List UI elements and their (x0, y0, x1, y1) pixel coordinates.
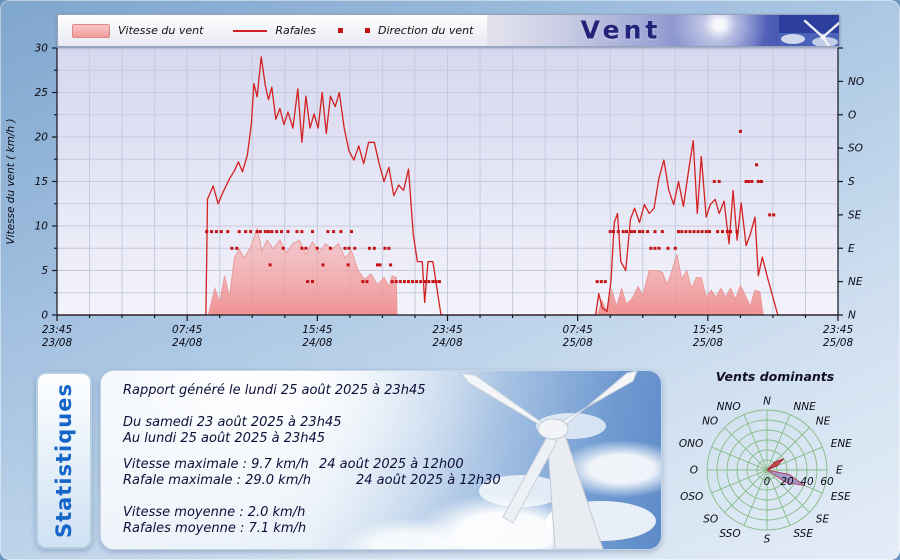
svg-text:20: 20 (35, 132, 49, 144)
svg-text:23:45: 23:45 (823, 324, 854, 336)
period-to-line: Au lundi 25 août 2025 à 23h45 (123, 431, 326, 446)
svg-text:0: 0 (764, 476, 771, 488)
svg-text:SSO: SSO (719, 528, 740, 540)
svg-text:NE: NE (848, 276, 863, 288)
gust-line (57, 56, 838, 316)
axis-labels: 05101520253023:4523/0807:4524/0815:4524/… (5, 43, 864, 350)
svg-text:SE: SE (848, 209, 862, 221)
svg-text:SE: SE (816, 513, 830, 525)
statistics-text: Rapport généré le lundi 25 août 2025 à 2… (101, 371, 661, 549)
svg-text:SO: SO (703, 513, 718, 525)
max-gust-date: 24 août 2025 à 12h30 (356, 473, 501, 488)
legend-label-rafales: Rafales (275, 24, 316, 37)
legend-item-rafales: Rafales (233, 24, 343, 37)
page-title: Vent (580, 14, 662, 44)
svg-text:60: 60 (820, 476, 834, 488)
svg-text:E: E (848, 243, 855, 255)
svg-text:24/08: 24/08 (172, 337, 203, 349)
svg-text:23:45: 23:45 (432, 324, 463, 336)
legend-item-vitesse: Vitesse du vent (72, 23, 204, 38)
svg-text:40: 40 (800, 476, 814, 488)
svg-text:NNO: NNO (717, 401, 741, 413)
axes (52, 47, 843, 321)
svg-text:15: 15 (35, 176, 49, 188)
rose-lobes (766, 458, 806, 487)
mean-speed-label: Vitesse moyenne : 2.0 km/h (123, 505, 306, 520)
gust-marker-icon (337, 28, 343, 33)
svg-text:24/08: 24/08 (432, 337, 463, 349)
svg-text:25: 25 (35, 87, 49, 99)
svg-text:E: E (836, 465, 843, 477)
svg-text:24/08: 24/08 (302, 337, 333, 349)
svg-text:N: N (763, 396, 771, 408)
max-speed-label: Vitesse maximale : 9.7 km/h (123, 457, 309, 472)
svg-text:O: O (848, 109, 856, 121)
svg-text:10: 10 (35, 221, 49, 233)
svg-text:NE: NE (816, 416, 831, 428)
legend-label-vitesse: Vitesse du vent (118, 24, 204, 37)
svg-text:ENE: ENE (831, 438, 852, 450)
svg-text:15:45: 15:45 (693, 324, 724, 336)
statistics-label-box: Statistiques (36, 372, 92, 549)
banner-turbine-photo-icon (779, 15, 839, 46)
svg-text:SO: SO (848, 143, 863, 155)
svg-text:23/08: 23/08 (42, 337, 73, 349)
wind-speed-swatch-icon (72, 23, 110, 38)
legend-label-direction: Direction du vent (377, 24, 474, 37)
wind-turbine-illustration (459, 371, 656, 549)
svg-text:0: 0 (41, 310, 48, 322)
svg-text:NNE: NNE (793, 401, 816, 413)
svg-text:25/08: 25/08 (563, 337, 594, 349)
wind-chart: 05101520253023:4523/0807:4524/0815:4524/… (5, 43, 864, 350)
svg-text:25/08: 25/08 (823, 337, 854, 349)
svg-text:S: S (764, 534, 771, 546)
wind-rose-title: Vents dominants (715, 369, 835, 384)
statistics-panel: Rapport généré le lundi 25 août 2025 à 2… (100, 370, 662, 550)
svg-text:5: 5 (41, 265, 48, 277)
svg-text:OSO: OSO (680, 491, 703, 503)
report-generated-line: Rapport généré le lundi 25 août 2025 à 2… (123, 383, 426, 398)
max-gust-label: Rafale maximale : 29.0 km/h (123, 473, 311, 488)
svg-text:20: 20 (780, 476, 794, 488)
svg-text:23:45: 23:45 (42, 324, 73, 336)
direction-dots (205, 129, 776, 284)
svg-text:30: 30 (35, 43, 49, 55)
max-speed-date: 24 août 2025 à 12h00 (319, 457, 464, 472)
svg-text:NO: NO (848, 76, 864, 88)
rose-grid (706, 409, 828, 531)
y-axis-title: Vitesse du vent ( km/h ) (5, 118, 17, 244)
svg-text:25/08: 25/08 (693, 337, 724, 349)
svg-text:07:45: 07:45 (563, 324, 594, 336)
legend-item-direction: Direction du vent (364, 24, 474, 37)
gust-line-swatch-icon (233, 29, 268, 32)
chart-banner: Vent (487, 15, 839, 46)
statistics-label: Statistiques (52, 382, 76, 539)
svg-text:15:45: 15:45 (302, 324, 333, 336)
svg-text:O: O (690, 465, 698, 477)
svg-text:ESE: ESE (831, 491, 851, 503)
direction-dot-swatch-icon (364, 28, 370, 33)
svg-text:S: S (848, 176, 855, 188)
mean-gust-label: Rafales moyenne : 7.1 km/h (123, 521, 307, 536)
svg-text:N: N (848, 310, 856, 322)
chart-legend: Vitesse du vent Rafales Direction du ven… (58, 15, 488, 46)
svg-text:ONO: ONO (679, 438, 703, 450)
svg-text:07:45: 07:45 (172, 324, 203, 336)
period-from-line: Du samedi 23 août 2025 à 23h45 (123, 415, 342, 430)
svg-text:NO: NO (702, 416, 718, 428)
chart-header-strip: Vitesse du vent Rafales Direction du ven… (57, 14, 840, 47)
svg-text:SSE: SSE (793, 528, 813, 540)
